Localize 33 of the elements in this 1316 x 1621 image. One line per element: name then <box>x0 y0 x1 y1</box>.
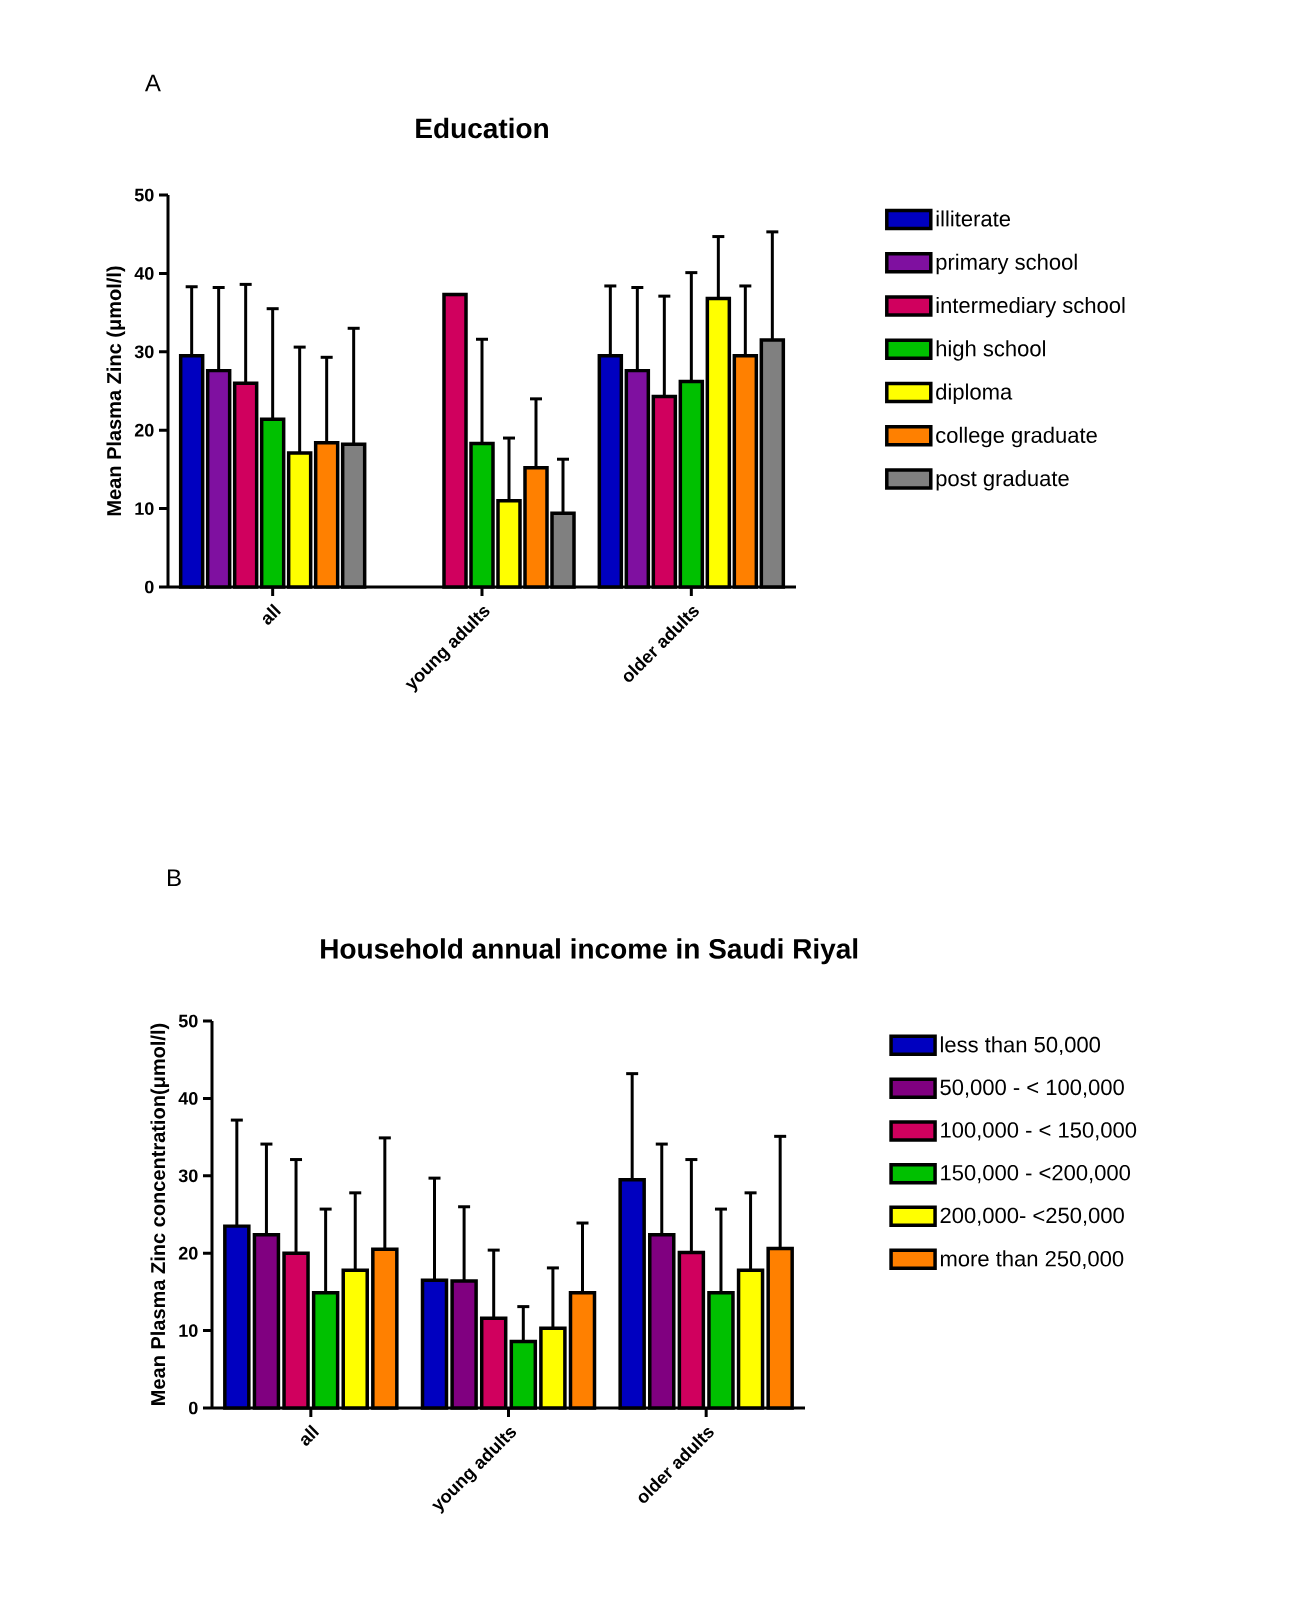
y-tick-label: 50 <box>134 188 154 202</box>
y-tick-label: 40 <box>178 1092 198 1105</box>
legend-label: intermediary school <box>936 296 1125 318</box>
text: B <box>168 869 181 887</box>
y-tick-label: 10 <box>135 502 154 515</box>
text: A <box>144 74 161 92</box>
legend-label: primary school <box>936 253 1077 275</box>
y-tick-label: 40 <box>134 267 154 280</box>
y-tick-label: 0 <box>188 1401 198 1415</box>
legend-label: college graduate <box>936 426 1097 448</box>
y-axis-title: Mean Plasma Zinc (μmol/l) <box>106 266 126 516</box>
legend-label: illiterate <box>936 210 1011 227</box>
x-tick-label: all <box>301 1424 320 1446</box>
y-tick-label: 0 <box>144 580 154 594</box>
legend-label: 150,000 - <200,000 <box>941 1164 1131 1184</box>
x-tick-label: all <box>262 603 281 625</box>
y-tick-label: 20 <box>178 1246 198 1260</box>
legend-label: 200,000- <250,000 <box>940 1207 1124 1226</box>
y-tick-label: 20 <box>134 423 154 437</box>
y-tick-label: 50 <box>178 1014 198 1028</box>
legend-label: high school <box>936 340 1045 361</box>
legend-label: post graduate <box>936 470 1069 491</box>
y-tick-label: 10 <box>179 1324 198 1337</box>
y-tick-label: 30 <box>134 345 154 359</box>
chart-title: Household annual income in Saudi Riyal <box>321 938 858 965</box>
legend-label: 100,000 - < 150,000 <box>941 1122 1137 1141</box>
legend-label: 50,000 - < 100,000 <box>940 1079 1124 1098</box>
y-axis-title: Mean Plasma Zinc concentration(μmol/l) <box>150 1023 170 1405</box>
legend-label: less than 50,000 <box>940 1036 1101 1056</box>
chart-title: Education <box>416 117 548 139</box>
legend-label: diploma <box>936 383 1013 405</box>
legend-label: more than 250,000 <box>940 1250 1124 1270</box>
y-tick-label: 30 <box>178 1169 198 1183</box>
